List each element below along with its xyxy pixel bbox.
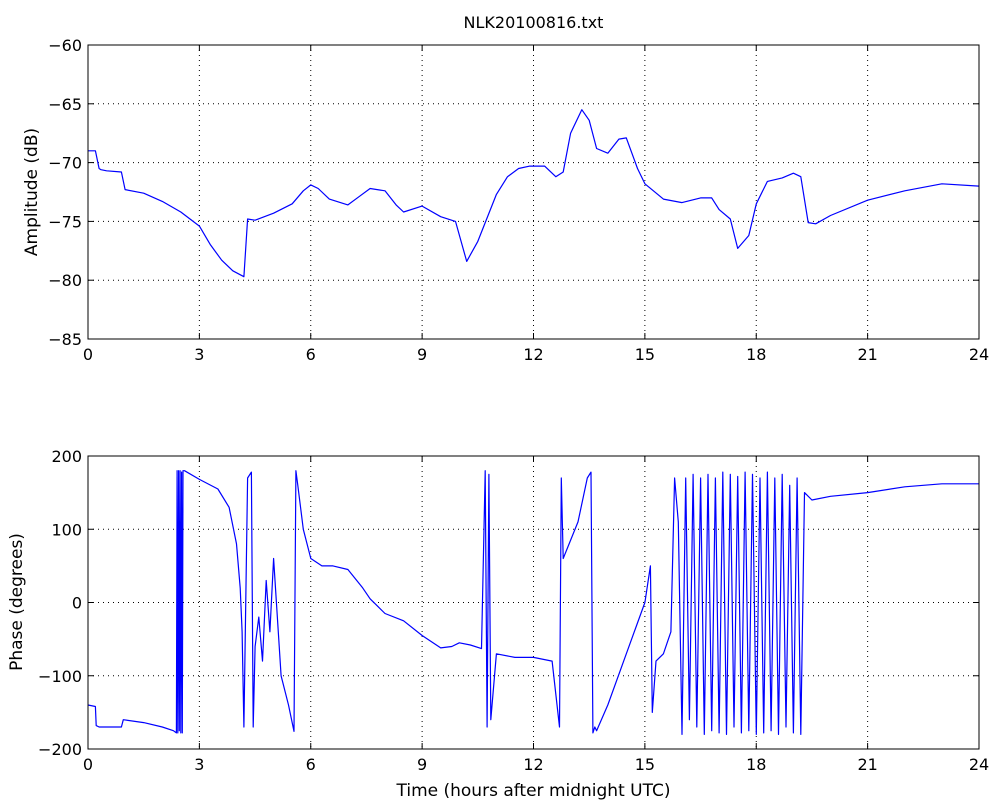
amplitude-x-tick-label: 0: [83, 345, 93, 364]
figure-title: NLK20100816.txt: [464, 13, 604, 32]
phase-x-tick-label: 15: [635, 755, 655, 774]
phase-x-tick-label: 0: [83, 755, 93, 774]
phase-x-tick-label: 12: [523, 755, 543, 774]
amplitude-x-tick-label: 15: [635, 345, 655, 364]
phase-x-tick-label: 9: [417, 755, 427, 774]
amplitude-plot-area: [88, 45, 979, 339]
amplitude-ticks: 0 3 6 9 12 15 18 21 24 −85 −80 −75 −70 −65 −60: [48, 36, 989, 364]
amplitude-x-tick-label: 6: [306, 345, 316, 364]
phase-x-tick-label: 3: [194, 755, 204, 774]
amplitude-x-tick-label: 12: [523, 345, 543, 364]
phase-x-tick-label: 21: [857, 755, 877, 774]
phase-x-tick-label: 6: [306, 755, 316, 774]
phase-ticks: 0 3 6 9 12 15 18 21 24 −200 −100 0 100 200: [38, 447, 989, 774]
amplitude-y-tick-label: −80: [48, 271, 82, 290]
phase-y-tick-label: −200: [38, 740, 82, 759]
amplitude-y-tick-label: −60: [48, 36, 82, 55]
amplitude-y-tick-label: −70: [48, 154, 82, 173]
amplitude-y-axis-label: Amplitude (dB): [22, 128, 42, 256]
amplitude-y-tick-label: −75: [48, 212, 82, 231]
phase-plot-line-group: [87, 470, 979, 736]
x-axis-label: Time (hours after midnight UTC): [395, 781, 670, 801]
amplitude-series-line: [88, 109, 980, 278]
amplitude-x-tick-label: 24: [969, 345, 989, 364]
phase-x-tick-label: 18: [746, 755, 766, 774]
phase-y-axis-label: Phase (degrees): [7, 533, 27, 671]
phase-y-tick-label: 100: [51, 520, 82, 539]
amplitude-y-tick-label: −65: [48, 95, 82, 114]
phase-axes: 0 3 6 9 12 15 18 21 24 −200 −100 0 100 200 Time (hour…: [7, 447, 989, 801]
phase-y-tick-label: 200: [51, 447, 82, 466]
amplitude-x-tick-label: 18: [746, 345, 766, 364]
amplitude-x-tick-label: 9: [417, 345, 427, 364]
amplitude-plot-line-group: [88, 109, 980, 278]
amplitude-x-tick-label: 21: [857, 345, 877, 364]
phase-y-tick-label: −100: [38, 667, 82, 686]
phase-grid: [88, 456, 979, 749]
amplitude-axes: 0 3 6 9 12 15 18 21 24 −85 −80 −75 −70 −65 −60 NLK2010…: [22, 13, 989, 364]
amplitude-x-tick-label: 3: [194, 345, 204, 364]
phase-series-line: [87, 470, 979, 736]
amplitude-y-tick-label: −85: [48, 330, 82, 349]
amplitude-grid: [88, 45, 979, 339]
phase-x-tick-label: 24: [969, 755, 989, 774]
phase-y-tick-label: 0: [72, 594, 82, 613]
